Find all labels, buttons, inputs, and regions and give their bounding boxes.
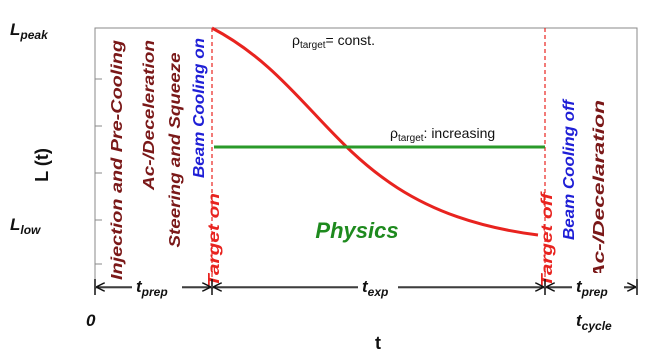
label-rho-const: ρtarget= const. <box>292 32 375 51</box>
phase-beam-cooling-off: Beam Cooling off <box>561 98 578 240</box>
phase-injection-precooling: Injection and Pre-Cooling <box>109 40 126 280</box>
y-axis-ticks <box>95 78 102 265</box>
interval-boundary-ticks <box>94 279 638 295</box>
phase-target-off: Target off <box>539 191 556 287</box>
interval-label-prep-right: tprep <box>576 277 608 299</box>
phase-ac-deceleration-1: Ac-/Deceleration <box>141 40 158 191</box>
phase-steering-squeeze: Steering and Squeeze <box>167 52 184 247</box>
interval-label-exp: texp <box>362 277 388 299</box>
label-rho-increasing: ρtarget: increasing <box>390 125 495 144</box>
luminosity-curve-const-density <box>211 26 539 237</box>
x-axis-label: t <box>375 333 381 351</box>
x-tick-cycle: tcycle <box>576 311 612 333</box>
phase-beam-cooling-on: Beam Cooling on <box>191 38 208 178</box>
phase-target-on: Target on <box>206 193 223 287</box>
y-tick-peak: Lpeak <box>10 20 49 42</box>
x-tick-origin: 0 <box>86 311 96 330</box>
y-tick-low: Llow <box>10 215 41 237</box>
y-axis-label: L (t) <box>32 148 52 182</box>
physics-label: Physics <box>315 218 398 243</box>
interval-label-prep-left: tprep <box>136 277 168 299</box>
phase-ac-deceleration-2: Ac-/Decelaration <box>591 100 608 282</box>
